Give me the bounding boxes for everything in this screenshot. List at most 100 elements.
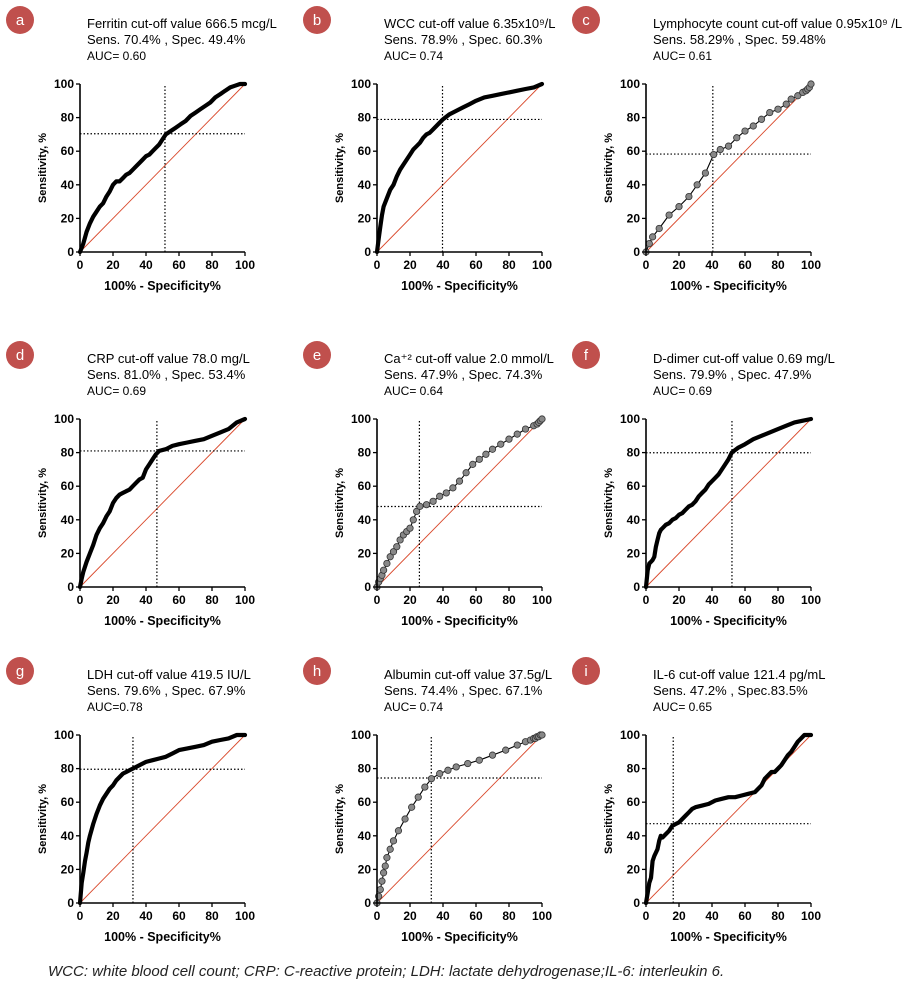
roc-panel-e: e Ca⁺² cut-off value 2.0 mmol/L Sens. 47… xyxy=(303,341,609,653)
panel-info: LDH cut-off value 419.5 IU/L Sens. 79.6%… xyxy=(87,667,251,715)
roc-chart-d: 0 20 40 60 80 100 0 20 40 60 80 100 100% - Specifici… xyxy=(37,412,255,628)
y-tick-label: 100 xyxy=(54,412,74,426)
x-tick-label: 100 xyxy=(801,593,821,607)
y-tick-label: 0 xyxy=(67,580,74,594)
roc-point xyxy=(381,862,389,870)
cutoff-label: LDH cut-off value 419.5 IU/L xyxy=(87,667,251,682)
x-tick-label: 40 xyxy=(139,909,153,923)
x-tick-label: 100 xyxy=(235,909,255,923)
x-axis-label: 100% - Specificity% xyxy=(401,614,518,628)
roc-point xyxy=(724,142,733,150)
roc-point xyxy=(376,885,384,894)
y-axis-label: Sensitivity, % xyxy=(603,133,615,203)
roc-point xyxy=(449,484,457,492)
roc-point xyxy=(701,169,710,177)
y-tick-label: 40 xyxy=(61,178,75,192)
auc-label: AUC= 0.69 xyxy=(653,384,713,398)
x-tick-label: 60 xyxy=(172,909,186,923)
x-tick-label: 20 xyxy=(106,909,120,923)
panel-badge: b xyxy=(303,6,331,34)
y-tick-label: 100 xyxy=(54,77,74,91)
sens-spec-label: Sens. 78.9% , Spec. 60.3% xyxy=(384,32,543,47)
y-tick-label: 20 xyxy=(358,546,372,560)
x-tick-label: 80 xyxy=(205,593,219,607)
roc-point xyxy=(383,559,391,568)
figure-caption: WCC: white blood cell count; CRP: C-reac… xyxy=(48,963,725,980)
roc-point xyxy=(464,759,472,768)
x-tick-label: 0 xyxy=(643,258,650,272)
y-tick-label: 20 xyxy=(358,211,372,225)
reference-line xyxy=(376,418,543,588)
x-tick-label: 100 xyxy=(801,258,821,272)
reference-line xyxy=(645,83,812,253)
roc-point xyxy=(455,477,464,485)
roc-panel-i: i IL-6 cut-off value 121.4 pg/mL Sens. 4… xyxy=(572,657,878,969)
roc-point xyxy=(794,92,802,100)
roc-point xyxy=(787,95,795,103)
roc-point xyxy=(782,100,790,108)
cutoff-label: Ca⁺² cut-off value 2.0 mmol/L xyxy=(384,351,554,366)
reference-line xyxy=(376,734,543,904)
x-tick-label: 40 xyxy=(705,258,719,272)
x-tick-label: 20 xyxy=(403,258,417,272)
roc-point xyxy=(422,501,431,509)
x-tick-label: 40 xyxy=(139,593,153,607)
reference-line xyxy=(376,83,543,253)
y-axis-label: Sensitivity, % xyxy=(37,784,49,854)
roc-point xyxy=(414,793,422,801)
x-tick-label: 0 xyxy=(374,258,381,272)
y-axis-label: Sensitivity, % xyxy=(37,468,49,538)
roc-curve xyxy=(77,732,248,906)
panel-info: Albumin cut-off value 37.5g/L Sens. 74.4… xyxy=(384,667,552,715)
x-tick-label: 80 xyxy=(502,593,516,607)
roc-point xyxy=(380,566,388,574)
roc-point xyxy=(645,240,653,248)
x-tick-label: 40 xyxy=(436,258,450,272)
x-tick-label: 80 xyxy=(502,258,516,272)
cutoff-label: Ferritin cut-off value 666.5 mcg/L xyxy=(87,16,277,31)
auc-label: AUC= 0.74 xyxy=(384,700,444,714)
panel-badge: c xyxy=(572,6,600,34)
auc-label: AUC= 0.64 xyxy=(384,384,444,398)
y-tick-label: 80 xyxy=(627,446,641,460)
y-tick-label: 20 xyxy=(61,862,75,876)
x-axis-label: 100% - Specificity% xyxy=(670,614,787,628)
y-axis-label: Sensitivity, % xyxy=(334,133,346,203)
y-tick-label: 40 xyxy=(61,513,75,527)
roc-point xyxy=(538,415,546,423)
roc-curve xyxy=(77,81,248,255)
roc-panel-g: g LDH cut-off value 419.5 IU/L Sens. 79.… xyxy=(6,657,312,969)
roc-point xyxy=(665,211,673,219)
y-tick-label: 60 xyxy=(627,795,641,809)
roc-point xyxy=(394,827,403,835)
roc-point xyxy=(436,492,444,500)
cutoff-label: CRP cut-off value 78.0 mg/L xyxy=(87,351,250,366)
x-tick-label: 60 xyxy=(738,909,752,923)
roc-point xyxy=(462,469,470,477)
auc-label: AUC= 0.61 xyxy=(653,49,713,63)
y-tick-label: 80 xyxy=(358,446,372,460)
y-tick-label: 80 xyxy=(358,762,372,776)
sens-spec-label: Sens. 81.0% , Spec. 53.4% xyxy=(87,367,246,382)
panel-info: CRP cut-off value 78.0 mg/L Sens. 81.0% … xyxy=(87,351,250,399)
y-axis-label: Sensitivity, % xyxy=(603,784,615,854)
roc-point xyxy=(429,497,437,505)
sens-spec-label: Sens. 79.9% , Spec. 47.9% xyxy=(653,367,812,382)
y-tick-label: 40 xyxy=(358,513,372,527)
x-axis-label: 100% - Specificity% xyxy=(670,930,787,944)
y-tick-label: 60 xyxy=(61,479,75,493)
x-tick-label: 60 xyxy=(738,258,752,272)
cutoff-label: WCC cut-off value 6.35x10⁹/L xyxy=(384,16,556,31)
roc-chart-g: 0 20 40 60 80 100 0 20 40 60 80 100 100% - Specifici… xyxy=(37,728,255,944)
x-tick-label: 20 xyxy=(403,593,417,607)
y-tick-label: 80 xyxy=(61,111,75,125)
sens-spec-label: Sens. 47.2% , Spec.83.5% xyxy=(653,683,808,698)
roc-point xyxy=(774,105,782,113)
y-tick-label: 20 xyxy=(627,211,641,225)
auc-label: AUC= 0.65 xyxy=(653,700,713,714)
roc-point xyxy=(749,122,757,130)
roc-point xyxy=(408,803,416,811)
roc-point xyxy=(716,145,724,154)
roc-point xyxy=(416,502,424,510)
x-tick-label: 80 xyxy=(502,909,516,923)
